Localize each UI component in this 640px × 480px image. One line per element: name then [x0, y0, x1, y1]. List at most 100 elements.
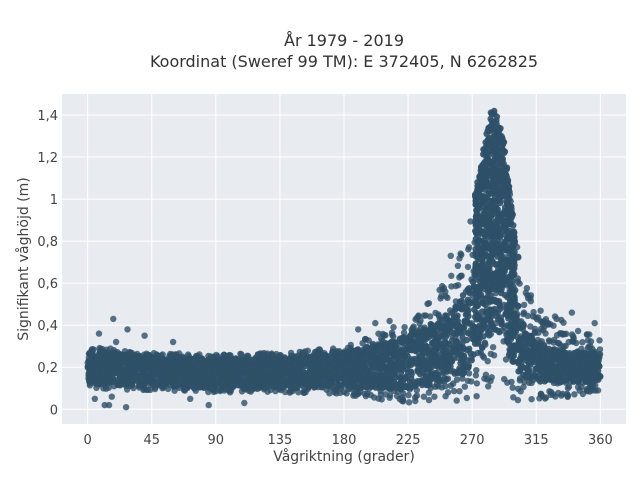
data-point [472, 250, 479, 257]
data-point [359, 340, 366, 347]
data-point [485, 228, 492, 235]
data-point [510, 310, 518, 318]
data-point [405, 362, 412, 369]
data-point [437, 295, 444, 302]
data-point [584, 388, 591, 395]
data-point [415, 350, 422, 357]
data-point [206, 379, 214, 386]
y-tick-label: 0 [50, 403, 58, 418]
data-point [400, 329, 408, 336]
data-point [122, 357, 129, 365]
data-point [461, 317, 469, 324]
data-point [474, 182, 481, 190]
data-point [475, 293, 482, 301]
data-point [300, 389, 307, 396]
data-point [370, 342, 377, 349]
data-point [310, 376, 317, 384]
data-point [164, 385, 172, 393]
data-point [110, 378, 118, 385]
data-point [483, 193, 490, 201]
data-point [490, 239, 497, 246]
data-point [139, 365, 146, 372]
data-point [365, 351, 372, 358]
data-point [535, 314, 542, 321]
data-point [337, 358, 344, 365]
data-point [189, 361, 196, 368]
data-point [96, 374, 104, 381]
data-point [379, 352, 386, 359]
data-point [543, 373, 550, 380]
data-point [304, 385, 312, 392]
data-point [510, 358, 517, 365]
data-point [488, 270, 495, 277]
data-point [498, 158, 506, 165]
data-point [145, 377, 152, 385]
data-point [508, 302, 515, 310]
data-point [528, 370, 536, 377]
data-point [427, 358, 434, 365]
data-point [128, 372, 136, 380]
data-point [422, 336, 429, 343]
data-point [537, 325, 545, 333]
data-point [298, 356, 306, 364]
data-point [386, 359, 393, 366]
data-point [504, 338, 511, 345]
data-point [489, 109, 497, 117]
data-point [303, 373, 311, 380]
data-point [150, 381, 157, 389]
data-point [374, 345, 382, 353]
data-point [450, 387, 458, 395]
data-point [502, 356, 510, 363]
data-point [579, 390, 587, 398]
data-point [378, 374, 385, 381]
data-point [268, 361, 275, 368]
data-point [551, 313, 559, 320]
data-point [481, 260, 488, 268]
data-point [518, 351, 525, 359]
data-point [495, 228, 503, 235]
data-point [496, 194, 503, 201]
data-point [431, 339, 438, 346]
data-point [479, 299, 486, 306]
data-point [587, 338, 595, 345]
data-point [337, 389, 344, 397]
data-point [289, 387, 296, 395]
data-point [393, 350, 400, 357]
x-tick-label: 360 [588, 433, 613, 448]
data-point [337, 367, 344, 374]
x-tick-label: 0 [83, 433, 91, 448]
data-point [567, 378, 575, 385]
data-point [426, 343, 433, 351]
data-point [439, 333, 447, 340]
data-point [198, 355, 205, 363]
data-point [462, 288, 470, 295]
x-tick-label: 315 [524, 433, 549, 448]
data-point [514, 396, 522, 404]
data-point [371, 367, 378, 374]
data-point [474, 349, 481, 357]
data-point [123, 365, 130, 372]
data-point [118, 380, 126, 388]
data-point [191, 384, 199, 391]
data-point [167, 366, 174, 373]
data-point [520, 383, 527, 391]
data-point [349, 367, 356, 375]
data-point [408, 341, 415, 349]
data-point [485, 287, 493, 294]
data-point [425, 396, 433, 404]
data-point [402, 335, 409, 343]
data-point [382, 391, 389, 398]
outlier-point [241, 399, 248, 407]
x-tick-label: 270 [460, 433, 485, 448]
data-point [226, 389, 234, 396]
y-axis-label: Signifikant våghöjd (m) [15, 177, 32, 340]
data-point [432, 369, 439, 377]
data-point [495, 173, 502, 180]
data-point [375, 395, 382, 402]
data-point [564, 392, 572, 399]
data-point [440, 368, 448, 375]
data-point [580, 379, 587, 386]
data-point [530, 350, 537, 357]
data-point [506, 288, 513, 295]
data-point [571, 354, 578, 362]
